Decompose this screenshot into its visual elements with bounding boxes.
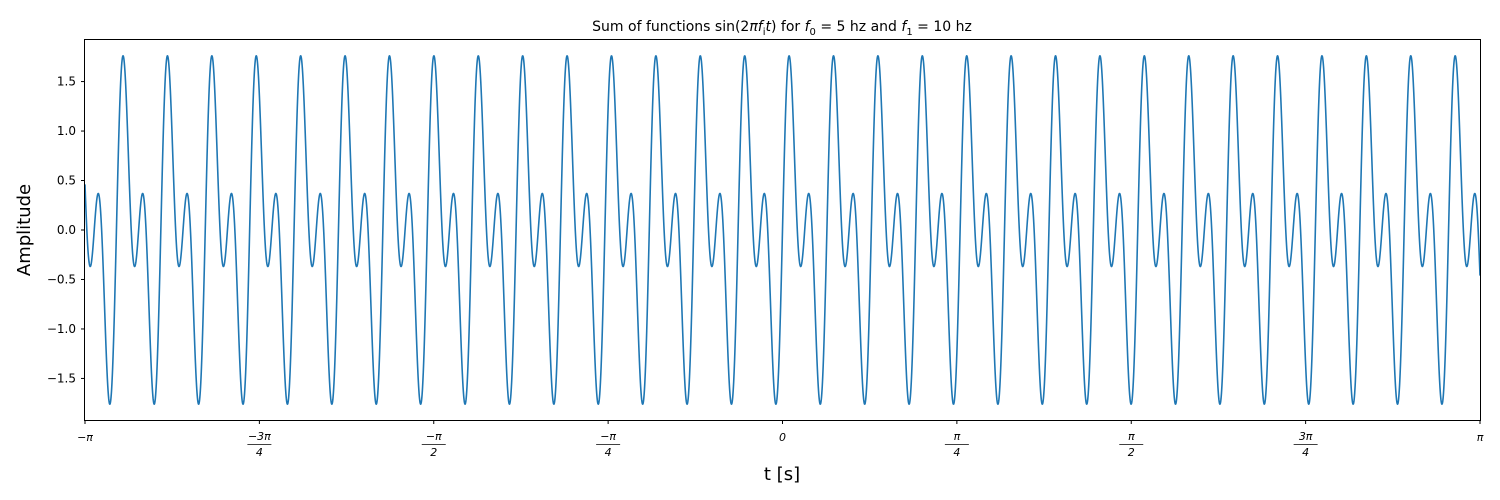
x-tick-label: 0 (779, 431, 786, 444)
x-tick-denominator: 2 (430, 446, 437, 459)
chart-title-part: t (765, 19, 771, 35)
plot-area (84, 55, 1481, 405)
chart-title-part: i (763, 27, 766, 38)
chart-title-part: π (749, 19, 758, 35)
y-tick-label: −0.5 (47, 272, 76, 286)
chart-title: Sum of functions sin(2πfit) for f0 = 5 h… (592, 19, 972, 38)
y-tick-label: 0.5 (57, 174, 76, 188)
y-axis-ticks: −1.5 −1.0 −0.5 0.0 0.5 1.0 1.5 (47, 75, 85, 385)
x-tick-denominator: 4 (256, 446, 263, 459)
x-tick-numerator: π (1128, 430, 1135, 443)
x-tick-denominator: 2 (1128, 446, 1135, 459)
y-tick-label: 1.0 (57, 124, 76, 138)
x-tick-numerator: −π (426, 430, 442, 443)
x-axis-ticks: −π −3π 4 −π 2 −π 4 0 π 4 π 2 3π 4 π (77, 420, 1484, 459)
chart-title-part: 0 (810, 27, 816, 38)
chart-title-part: f (758, 19, 765, 35)
x-tick-denominator: 4 (953, 446, 960, 459)
series-line (84, 55, 1481, 405)
x-tick-numerator: −3π (248, 430, 271, 443)
y-tick-label: 0.0 (57, 223, 76, 237)
chart-title-part: f (901, 19, 908, 35)
x-tick-denominator: 4 (1302, 446, 1309, 459)
y-tick-label: −1.5 (47, 371, 76, 385)
x-tick-numerator: 3π (1299, 430, 1313, 443)
y-tick-label: −1.0 (47, 322, 76, 336)
chart-title-part: f (805, 19, 812, 35)
x-tick-label: −π (77, 431, 93, 444)
x-tick-denominator: 4 (605, 446, 612, 459)
chart-title-part: Sum of functions sin(2 (592, 19, 749, 35)
chart-title-part: = 10 hz (913, 19, 972, 35)
y-axis-label: Amplitude (14, 184, 35, 276)
x-axis-label: t [s] (764, 464, 800, 485)
x-tick-label: π (1477, 431, 1484, 444)
x-tick-numerator: π (954, 430, 961, 443)
chart-title-part: = 5 hz and (816, 19, 901, 35)
chart-title-part: 1 (906, 27, 912, 38)
y-tick-label: 1.5 (57, 75, 76, 89)
chart-title-part: ) for (771, 19, 805, 35)
x-tick-numerator: −π (600, 430, 616, 443)
